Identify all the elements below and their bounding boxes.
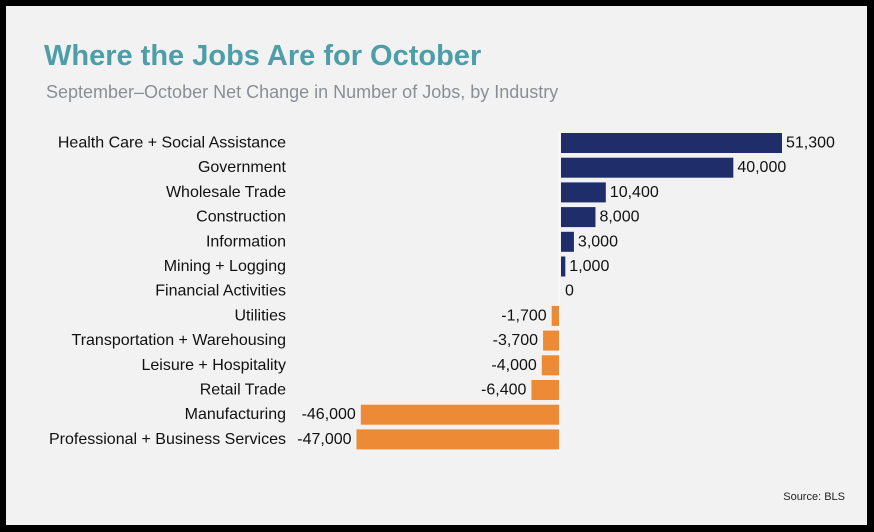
value-label: -3,700: [493, 332, 538, 349]
category-label: Financial Activities: [155, 283, 286, 300]
category-label: Mining + Logging: [164, 258, 286, 275]
bar: [561, 256, 566, 277]
source-note: Source: BLS: [783, 491, 845, 503]
value-label: -46,000: [302, 406, 356, 423]
category-label: Government: [198, 159, 287, 176]
value-label: -1,700: [501, 307, 546, 324]
bar: [356, 429, 559, 450]
category-label: Wholesale Trade: [166, 184, 286, 201]
value-label: 8,000: [599, 209, 639, 226]
chart-subtitle: September–October Net Change in Number o…: [46, 82, 559, 102]
bar: [561, 133, 782, 153]
category-label: Professional + Business Services: [49, 431, 286, 448]
value-label: 40,000: [737, 159, 786, 176]
category-label: Transportation + Warehousing: [72, 332, 286, 349]
category-label: Utilities: [234, 307, 286, 324]
category-label: Manufacturing: [185, 406, 286, 423]
bar: [561, 157, 734, 178]
category-label: Construction: [196, 209, 286, 226]
bar: [531, 380, 559, 400]
value-label: 0: [565, 283, 574, 300]
bar: [561, 207, 596, 228]
category-label: Information: [206, 233, 286, 250]
bar: [543, 330, 559, 351]
value-label: -47,000: [297, 431, 351, 448]
value-label: -4,000: [491, 357, 536, 374]
value-label: 3,000: [578, 233, 618, 250]
chart-title: Where the Jobs Are for October: [44, 40, 482, 72]
value-label: 51,300: [786, 135, 835, 152]
value-label: 10,400: [610, 184, 659, 201]
bar: [551, 305, 559, 326]
value-label: -6,400: [481, 382, 526, 399]
bar: [360, 404, 559, 425]
bar: [561, 182, 606, 203]
value-label: 1,000: [569, 258, 609, 275]
bar: [541, 355, 559, 376]
category-label: Retail Trade: [200, 382, 286, 399]
category-label: Health Care + Social Assistance: [58, 135, 286, 152]
category-label: Leisure + Hospitality: [141, 357, 286, 374]
bar: [561, 231, 574, 252]
